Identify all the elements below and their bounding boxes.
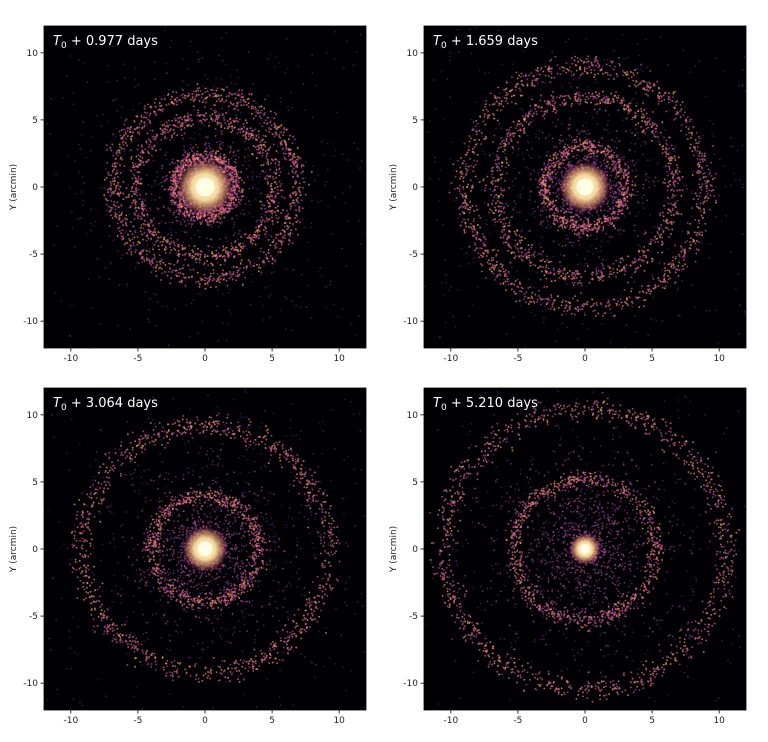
y-tick-label: -5 <box>409 250 418 260</box>
y-tick-label: 10 <box>27 411 39 421</box>
x-tick-label: 0 <box>202 354 208 362</box>
y-tick-label: 0 <box>412 545 418 555</box>
y-tick-label: 5 <box>412 116 418 126</box>
y-axis-label: Y (arcmin) <box>389 164 399 211</box>
y-tick-label: 0 <box>412 183 418 193</box>
x-tick-label: 5 <box>649 354 655 362</box>
panel-title: T0 + 5.210 days <box>433 396 538 413</box>
core-center <box>197 541 213 557</box>
y-tick-label: 0 <box>32 183 38 193</box>
x-tick-label: -5 <box>513 354 522 362</box>
core-center <box>579 543 591 555</box>
panel-title: T0 + 0.977 days <box>53 34 158 51</box>
y-tick-label: 0 <box>32 545 38 555</box>
x-tick-label: 5 <box>649 716 655 724</box>
panel-title: T0 + 1.659 days <box>433 34 538 51</box>
y-tick-label: -10 <box>403 317 418 327</box>
y-tick-label: 5 <box>32 478 38 488</box>
x-tick-label: 5 <box>269 354 275 362</box>
y-tick-label: -5 <box>29 612 38 622</box>
x-tick-label: 0 <box>582 354 588 362</box>
x-tick-label: -10 <box>443 354 458 362</box>
x-tick-label: 0 <box>582 716 588 724</box>
y-tick-label: 10 <box>407 411 419 421</box>
y-tick-label: -10 <box>23 679 38 689</box>
y-tick-label: -5 <box>409 612 418 622</box>
y-axis-label: Y (arcmin) <box>9 164 19 211</box>
x-tick-label: -10 <box>63 716 78 724</box>
y-tick-label: 5 <box>32 116 38 126</box>
y-axis-label: Y (arcmin) <box>389 526 399 573</box>
photon-points <box>424 27 746 348</box>
x-tick-label: 10 <box>713 354 725 362</box>
photon-points <box>424 390 746 705</box>
x-tick-label: -10 <box>443 716 458 724</box>
x-tick-label: -5 <box>133 716 142 724</box>
y-axis-label: Y (arcmin) <box>9 526 19 573</box>
x-tick-label: 10 <box>713 716 725 724</box>
x-tick-label: 10 <box>333 354 345 362</box>
x-tick-label: -10 <box>63 354 78 362</box>
x-tick-label: 10 <box>333 716 345 724</box>
y-tick-label: 10 <box>407 49 419 59</box>
y-tick-label: -10 <box>23 317 38 327</box>
x-tick-label: -5 <box>133 354 142 362</box>
y-tick-label: 5 <box>412 478 418 488</box>
x-tick-label: -5 <box>513 716 522 724</box>
panel-title: T0 + 3.064 days <box>53 396 158 413</box>
y-tick-label: 10 <box>27 49 39 59</box>
core-center <box>576 178 594 196</box>
x-tick-label: 0 <box>202 716 208 724</box>
y-tick-label: -5 <box>29 250 38 260</box>
y-tick-label: -10 <box>403 679 418 689</box>
x-tick-label: 5 <box>269 716 275 724</box>
core-center <box>195 177 215 197</box>
